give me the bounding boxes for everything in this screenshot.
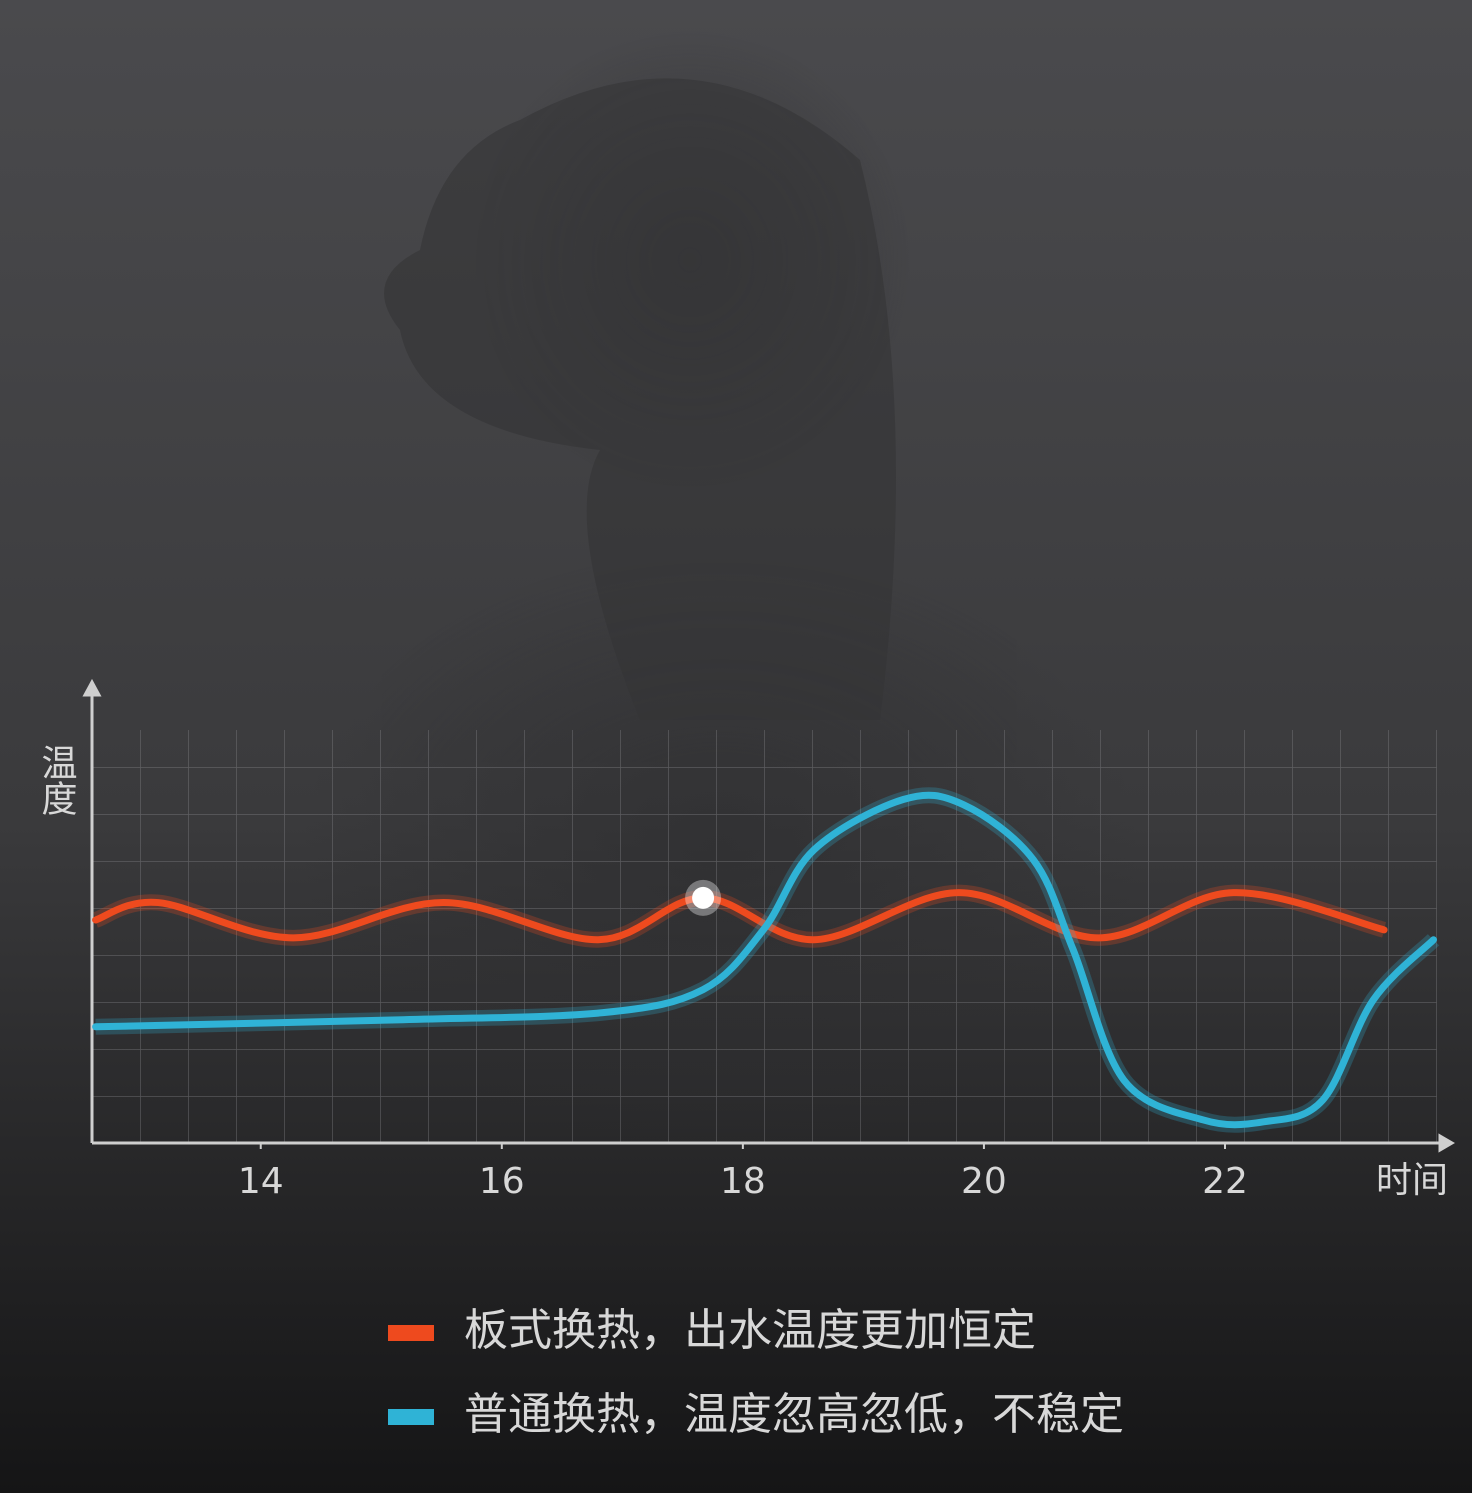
y-axis-label: 温度: [36, 744, 77, 816]
legend-swatch: [388, 1325, 434, 1341]
highlight-dot-core: [692, 886, 715, 909]
x-tick-label: 22: [1202, 1161, 1248, 1202]
axes: [82, 678, 1455, 1153]
legend-label: 普通换热，温度忽高忽低，不稳定: [464, 1389, 1124, 1440]
x-tick-label: 20: [961, 1161, 1007, 1202]
line: [92, 791, 1438, 1129]
legend-label: 板式换热，出水温度更加恒定: [464, 1305, 1036, 1356]
x-tick-label: 18: [720, 1161, 766, 1202]
x-axis-label: 时间: [1376, 1160, 1448, 1201]
x-tick-label: 14: [238, 1161, 284, 1202]
legend-swatch: [388, 1409, 434, 1425]
y-arrow: [82, 678, 102, 697]
x-arrow: [1438, 1133, 1455, 1153]
x-tick-label: 16: [479, 1161, 525, 1202]
line: [92, 889, 1388, 944]
